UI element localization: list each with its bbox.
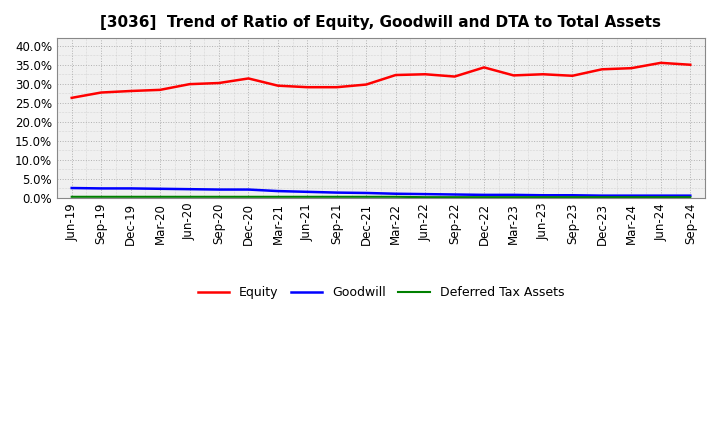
- Goodwill: [185, 187, 194, 192]
- Equity: [450, 74, 459, 79]
- Deferred Tax Assets: [362, 194, 371, 199]
- Title: [3036]  Trend of Ratio of Equity, Goodwill and DTA to Total Assets: [3036] Trend of Ratio of Equity, Goodwil…: [101, 15, 662, 30]
- Goodwill: [97, 186, 106, 191]
- Equity: [303, 84, 312, 90]
- Goodwill: [421, 191, 430, 197]
- Equity: [686, 62, 695, 67]
- Goodwill: [274, 188, 282, 194]
- Deferred Tax Assets: [156, 194, 164, 199]
- Goodwill: [333, 190, 341, 195]
- Goodwill: [126, 186, 135, 191]
- Goodwill: [362, 191, 371, 196]
- Equity: [392, 73, 400, 78]
- Deferred Tax Assets: [480, 194, 488, 200]
- Deferred Tax Assets: [274, 194, 282, 199]
- Equity: [68, 95, 76, 100]
- Line: Equity: Equity: [72, 63, 690, 98]
- Deferred Tax Assets: [539, 194, 547, 200]
- Equity: [539, 72, 547, 77]
- Deferred Tax Assets: [392, 194, 400, 199]
- Goodwill: [509, 192, 518, 198]
- Deferred Tax Assets: [627, 194, 636, 200]
- Equity: [657, 60, 665, 66]
- Deferred Tax Assets: [97, 194, 106, 199]
- Equity: [244, 76, 253, 81]
- Goodwill: [156, 186, 164, 191]
- Equity: [598, 67, 606, 72]
- Goodwill: [686, 193, 695, 198]
- Line: Goodwill: Goodwill: [72, 188, 690, 196]
- Equity: [126, 88, 135, 94]
- Deferred Tax Assets: [215, 194, 223, 199]
- Equity: [97, 90, 106, 95]
- Equity: [333, 84, 341, 90]
- Deferred Tax Assets: [568, 194, 577, 200]
- Equity: [480, 65, 488, 70]
- Deferred Tax Assets: [244, 194, 253, 199]
- Equity: [274, 83, 282, 88]
- Goodwill: [215, 187, 223, 192]
- Equity: [421, 72, 430, 77]
- Deferred Tax Assets: [657, 194, 665, 200]
- Deferred Tax Assets: [185, 194, 194, 199]
- Goodwill: [568, 193, 577, 198]
- Goodwill: [627, 193, 636, 198]
- Goodwill: [480, 192, 488, 198]
- Deferred Tax Assets: [450, 194, 459, 200]
- Goodwill: [450, 192, 459, 197]
- Deferred Tax Assets: [68, 194, 76, 199]
- Goodwill: [598, 193, 606, 198]
- Equity: [156, 87, 164, 92]
- Deferred Tax Assets: [686, 194, 695, 200]
- Deferred Tax Assets: [509, 194, 518, 200]
- Equity: [627, 66, 636, 71]
- Equity: [568, 73, 577, 78]
- Goodwill: [539, 193, 547, 198]
- Legend: Equity, Goodwill, Deferred Tax Assets: Equity, Goodwill, Deferred Tax Assets: [193, 281, 570, 304]
- Deferred Tax Assets: [333, 194, 341, 199]
- Deferred Tax Assets: [598, 194, 606, 200]
- Goodwill: [303, 189, 312, 194]
- Deferred Tax Assets: [126, 194, 135, 199]
- Deferred Tax Assets: [421, 194, 430, 200]
- Goodwill: [657, 193, 665, 198]
- Goodwill: [392, 191, 400, 196]
- Equity: [362, 82, 371, 87]
- Equity: [215, 81, 223, 86]
- Deferred Tax Assets: [303, 194, 312, 199]
- Equity: [509, 73, 518, 78]
- Goodwill: [68, 185, 76, 191]
- Equity: [185, 81, 194, 87]
- Goodwill: [244, 187, 253, 192]
